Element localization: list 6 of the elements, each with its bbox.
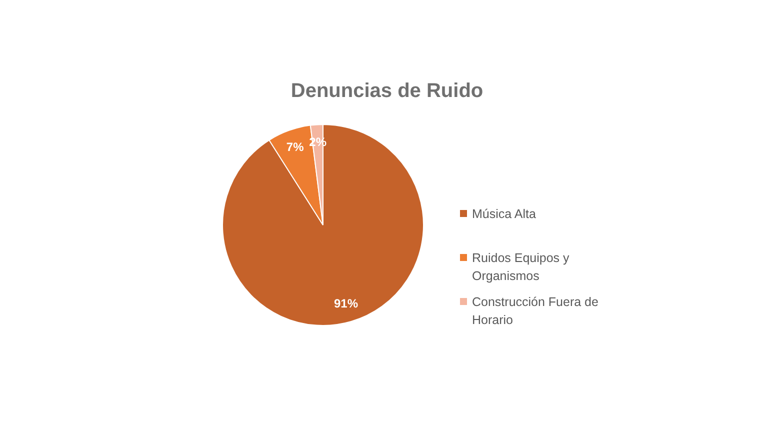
legend-label: Música Alta (472, 206, 536, 223)
legend-label: Construcción Fuera de Horario (472, 294, 600, 329)
data-label: 7% (286, 140, 304, 154)
chart-title: Denuncias de Ruido (290, 80, 484, 103)
legend-label: Ruidos Equipos y Organismos (472, 250, 570, 285)
data-label: 91% (334, 296, 358, 310)
